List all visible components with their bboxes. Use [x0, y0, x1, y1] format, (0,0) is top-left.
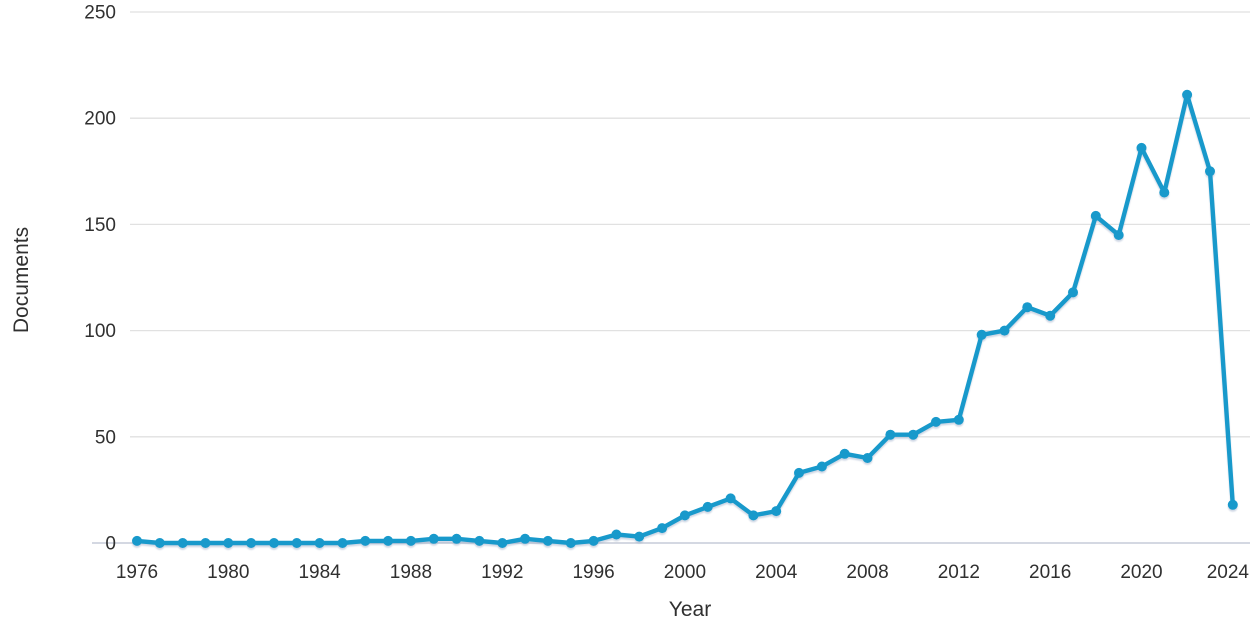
x-tick-label: 2016	[1029, 562, 1071, 583]
data-point-marker	[1136, 142, 1147, 153]
x-tick-label: 2020	[1120, 562, 1162, 583]
data-point-marker	[1113, 230, 1124, 240]
data-point-marker	[497, 538, 508, 548]
data-point-marker	[314, 538, 325, 548]
x-tick-label: 2024	[1207, 562, 1250, 583]
y-axis-title: Documents	[10, 226, 33, 334]
data-point-marker	[360, 535, 371, 546]
data-point-marker	[725, 493, 736, 504]
data-point-marker	[1159, 187, 1170, 198]
data-point-marker	[132, 535, 142, 546]
data-point-marker	[1022, 302, 1033, 313]
data-point-marker	[999, 325, 1010, 336]
data-point-marker	[405, 535, 416, 546]
data-point-marker	[383, 535, 394, 546]
x-tick-label: 2004	[755, 562, 798, 583]
data-point-marker	[154, 538, 165, 548]
x-tick-label: 2012	[938, 562, 980, 583]
x-tick-label: 1976	[116, 562, 158, 583]
x-tick-labels: 1976 1980 1984 1988 1992 1996 2000 2004 2008 2012…	[116, 562, 1250, 583]
gridlines	[92, 11, 1250, 544]
data-point-marker	[200, 538, 211, 548]
data-point-marker	[816, 461, 827, 472]
x-tick-label: 1992	[481, 562, 523, 583]
data-point-marker	[931, 416, 941, 427]
data-point-marker	[337, 538, 348, 548]
data-point-marker	[1227, 499, 1238, 510]
y-tick-labels: 0 50 100 150 200 250	[84, 3, 116, 555]
data-point-marker	[520, 533, 531, 544]
data-point-marker	[588, 535, 599, 546]
y-tick-label: 100	[84, 321, 116, 342]
data-point-marker	[702, 501, 713, 512]
x-tick-label: 1988	[390, 562, 432, 583]
data-point-marker	[451, 533, 462, 544]
data-point-marker	[474, 535, 485, 546]
x-tick-label: 1996	[572, 562, 614, 583]
data-point-marker	[976, 329, 987, 340]
y-tick-label: 0	[105, 534, 116, 555]
data-point-marker	[679, 510, 690, 521]
data-point-marker	[839, 448, 850, 459]
data-point-marker	[908, 429, 919, 440]
data-point-marker	[885, 429, 896, 440]
x-tick-label: 1980	[207, 562, 249, 583]
y-tick-label: 50	[95, 427, 116, 448]
data-point-marker	[1205, 166, 1215, 177]
data-point-marker	[428, 533, 439, 544]
data-point-marker	[223, 538, 234, 548]
data-point-marker	[269, 538, 279, 548]
data-point-marker	[542, 535, 553, 546]
documents-series	[132, 89, 1238, 548]
y-tick-label: 250	[84, 3, 116, 24]
x-tick-label: 2000	[664, 562, 706, 583]
trend-line	[134, 92, 1236, 546]
data-point-marker	[794, 467, 804, 478]
data-point-marker	[565, 538, 576, 548]
y-tick-label: 150	[84, 215, 116, 236]
data-point-marker	[1090, 210, 1101, 221]
x-tick-label: 2008	[846, 562, 888, 583]
data-point-marker	[657, 523, 668, 534]
data-point-marker	[634, 531, 645, 542]
x-tick-label: 1984	[298, 562, 341, 583]
data-point-marker	[1045, 310, 1056, 321]
data-point-marker	[611, 529, 622, 540]
data-point-marker	[1182, 89, 1193, 100]
data-point-marker	[953, 414, 964, 425]
data-point-marker	[291, 538, 302, 548]
data-point-marker	[748, 510, 759, 521]
y-tick-label: 200	[84, 109, 116, 130]
data-point-marker	[862, 453, 873, 463]
data-point-marker	[177, 538, 188, 548]
data-point-marker	[246, 538, 257, 548]
x-axis-title: Year	[668, 598, 712, 621]
data-point-marker	[1068, 287, 1078, 298]
data-point-marker	[771, 506, 782, 517]
